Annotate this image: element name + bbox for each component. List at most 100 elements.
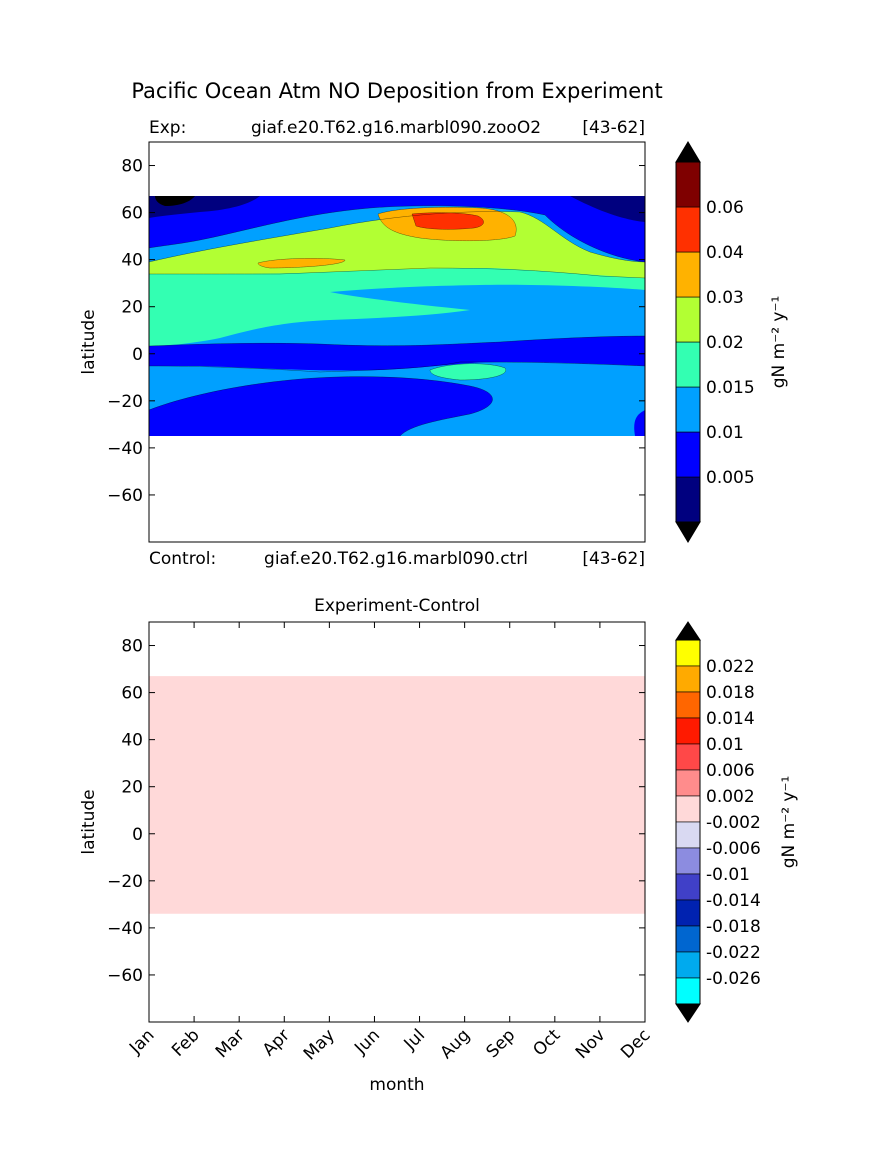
x-tick-label: Jul [400, 1025, 429, 1054]
y-tick-label: 40 [121, 731, 143, 751]
colorbar-swatch [675, 691, 701, 719]
top-ylabel: latitude [79, 309, 99, 374]
field-band-lowest-ne [570, 196, 645, 222]
colorbar-tick-label: -0.026 [706, 969, 761, 989]
colorbar-swatch [675, 717, 701, 745]
y-tick-label: 60 [121, 204, 143, 224]
top-plot-frame [148, 141, 646, 543]
top-colorbar-label: gN m⁻² y⁻¹ [769, 296, 789, 389]
colorbar-tick-label: 0.002 [706, 787, 755, 807]
colorbar-swatch [675, 899, 701, 927]
control-label: Control: [149, 549, 216, 569]
colorbar-swatch [675, 821, 701, 849]
field-band-0.04 [412, 212, 484, 230]
colorbar-tick-label: 0.04 [706, 243, 744, 263]
y-tick-label: −60 [107, 486, 143, 506]
y-tick-label: 40 [121, 251, 143, 271]
bottom-y-axis: 80 60 40 20 0 −20 −40 −60 [107, 637, 645, 986]
colorbar-swatch [675, 386, 701, 433]
colorbar-frame [675, 161, 701, 523]
colorbar-tick-label: 0.018 [706, 683, 755, 703]
colorbar-tick-label: 0.02 [706, 333, 744, 353]
colorbar-tick-label: -0.01 [706, 865, 750, 885]
top-y-axis: 80 60 40 20 0 −20 −40 −60 [107, 157, 645, 506]
colorbar-tick-label: 0.014 [706, 709, 755, 729]
x-tick-label: Dec [617, 1025, 654, 1062]
figure-title: Pacific Ocean Atm NO Deposition from Exp… [131, 79, 662, 103]
field-band-min-nw [155, 196, 195, 206]
field-band-0.005-north [149, 196, 645, 262]
y-tick-label: −40 [107, 919, 143, 939]
colorbar-swatch [675, 925, 701, 953]
colorbar-swatch [675, 251, 701, 298]
bottom-plot-frame [148, 621, 646, 1023]
colorbar-swatch [675, 206, 701, 253]
y-tick-label: 20 [121, 778, 143, 798]
bottom-xlabel: month [369, 1075, 424, 1095]
field-band-0.005-south [149, 376, 493, 436]
colorbar-tick-label: -0.006 [706, 839, 761, 859]
x-tick-label: Jun [350, 1025, 384, 1059]
colorbar-tick-label: 0.015 [706, 378, 755, 398]
top-contour-field [149, 196, 645, 436]
exp-label: Exp: [149, 118, 186, 138]
colorbar-tick-label: 0.005 [706, 468, 755, 488]
exp-years: [43-62] [582, 118, 645, 138]
top-colorbar: 0.005 0.01 0.015 0.02 0.03 0.04 0.06 [675, 141, 755, 543]
colorbar-extend-min [675, 1003, 701, 1023]
colorbar-swatch [675, 431, 701, 478]
bottom-difference-field [149, 676, 645, 914]
y-tick-label: −20 [107, 392, 143, 412]
y-tick-label: 60 [121, 684, 143, 704]
colorbar-frame [675, 639, 701, 1005]
colorbar-tick-label: 0.006 [706, 761, 755, 781]
y-tick-label: 0 [132, 345, 143, 365]
colorbar-swatch [675, 951, 701, 979]
y-tick-label: −20 [107, 872, 143, 892]
exp-name: giaf.e20.T62.g16.marbl090.zooO2 [251, 118, 541, 138]
colorbar-tick-label: 0.06 [706, 198, 744, 218]
colorbar-tick-label: -0.022 [706, 943, 761, 963]
colorbar-swatch [675, 769, 701, 797]
x-tick-label: May [300, 1025, 339, 1064]
colorbar-swatch [675, 977, 701, 1005]
colorbar-swatch [675, 161, 701, 208]
colorbar-tick-label: 0.022 [706, 657, 755, 677]
colorbar-tick-label: -0.018 [706, 917, 761, 937]
colorbar-tick-label: -0.014 [706, 891, 761, 911]
y-tick-label: 80 [121, 157, 143, 177]
colorbar-extend-min [675, 521, 701, 543]
y-tick-label: −40 [107, 439, 143, 459]
colorbar-swatch [675, 296, 701, 343]
top-plot-area [149, 142, 645, 542]
x-tick-label: Nov [572, 1025, 610, 1063]
y-tick-label: −60 [107, 966, 143, 986]
colorbar-swatch [675, 873, 701, 901]
colorbar-swatch [675, 665, 701, 693]
colorbar-tick-label: 0.01 [706, 423, 744, 443]
x-tick-label: Sep [482, 1025, 519, 1062]
colorbar-tick-label: 0.03 [706, 288, 744, 308]
x-tick-label: Mar [212, 1025, 249, 1062]
colorbar-tick-label: 0.01 [706, 735, 744, 755]
control-years: [43-62] [582, 549, 645, 569]
colorbar-tick-label: -0.002 [706, 813, 761, 833]
bottom-ylabel: latitude [79, 789, 99, 854]
field-band-0.03-lower [258, 258, 345, 268]
x-tick-label: Jan [125, 1025, 158, 1058]
bottom-colorbar-label: gN m⁻² y⁻¹ [779, 776, 799, 869]
field-band-0.005-southeast [634, 410, 645, 436]
colorbar-swatch [675, 795, 701, 823]
colorbar-swatch [675, 847, 701, 875]
x-tick-label: Apr [259, 1025, 294, 1060]
control-name: giaf.e20.T62.g16.marbl090.ctrl [264, 549, 528, 569]
colorbar-extend-max [675, 621, 701, 641]
colorbar-swatch [675, 476, 701, 523]
colorbar-swatch [675, 639, 701, 667]
y-tick-label: 20 [121, 298, 143, 318]
y-tick-label: 80 [121, 637, 143, 657]
colorbar-extend-max [675, 141, 701, 163]
bottom-colorbar: 0.022 0.018 0.014 0.01 0.006 0.002 -0.002 -0.00… [675, 621, 761, 1023]
field-band-0.015-equator-blob [430, 363, 506, 380]
